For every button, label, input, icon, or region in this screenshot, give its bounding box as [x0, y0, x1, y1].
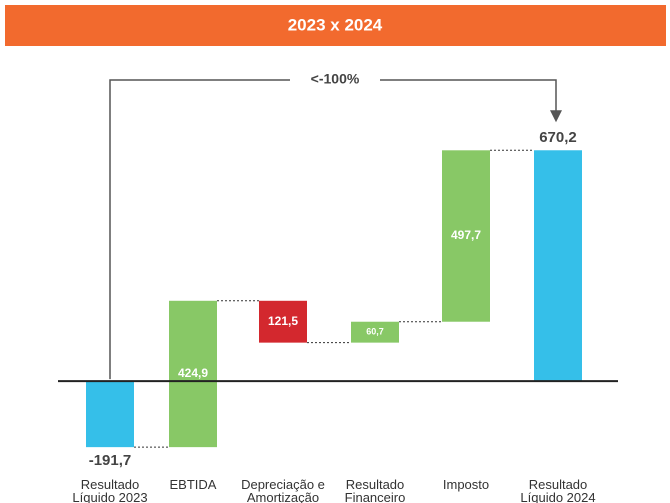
- bar: [169, 300, 217, 448]
- x-tick-label: EBTIDA: [169, 477, 217, 492]
- bar: [351, 321, 399, 343]
- bar: [534, 150, 582, 382]
- value-label: 497,7: [451, 228, 481, 242]
- bar: [442, 150, 490, 322]
- x-tick-label: Depreciação e Amortização: [241, 477, 325, 503]
- x-tick-label: Resultado Financeiro: [344, 477, 406, 503]
- title-banner: [5, 5, 666, 46]
- value-label: 670,2: [539, 129, 577, 146]
- chart-title: 2023 x 2024: [288, 15, 383, 34]
- x-tick-label: Resultado Líquido 2023: [72, 477, 148, 503]
- bar: [259, 300, 307, 343]
- bar: [86, 381, 134, 448]
- x-tick-label: Resultado Líquido 2024: [520, 477, 596, 503]
- x-tick-label: Imposto: [442, 477, 490, 492]
- value-label: 121,5: [268, 314, 298, 328]
- annotation-bracket: [109, 79, 557, 380]
- value-label: 424,9: [178, 366, 208, 380]
- value-label: -191,7: [89, 452, 132, 469]
- annotation: <-100%: [311, 71, 360, 87]
- value-label: 60,7: [366, 327, 384, 337]
- annotation-arrow: [550, 110, 562, 123]
